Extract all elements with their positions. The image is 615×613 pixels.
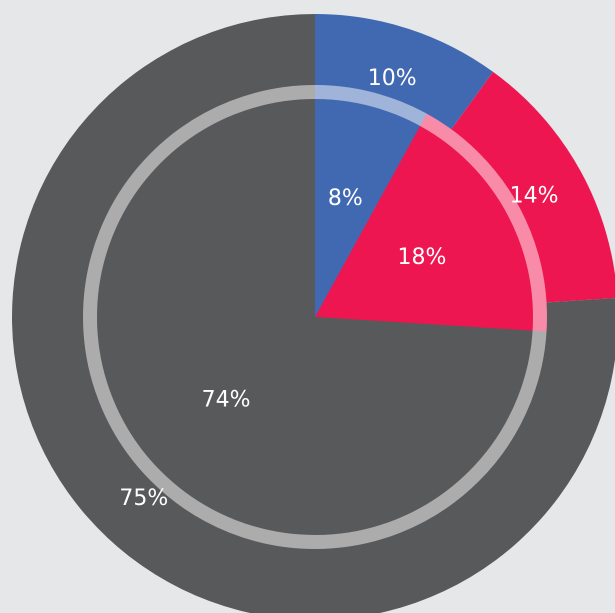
data-label: 14% (510, 184, 559, 209)
pie-slice (315, 85, 427, 317)
data-label: 75% (119, 486, 168, 511)
data-label: 10% (368, 66, 417, 91)
inner-ring-band (83, 85, 547, 549)
data-label: 18% (397, 245, 446, 270)
pie-slice (83, 85, 547, 549)
data-label: 8% (328, 186, 363, 211)
data-label: 74% (202, 388, 251, 413)
